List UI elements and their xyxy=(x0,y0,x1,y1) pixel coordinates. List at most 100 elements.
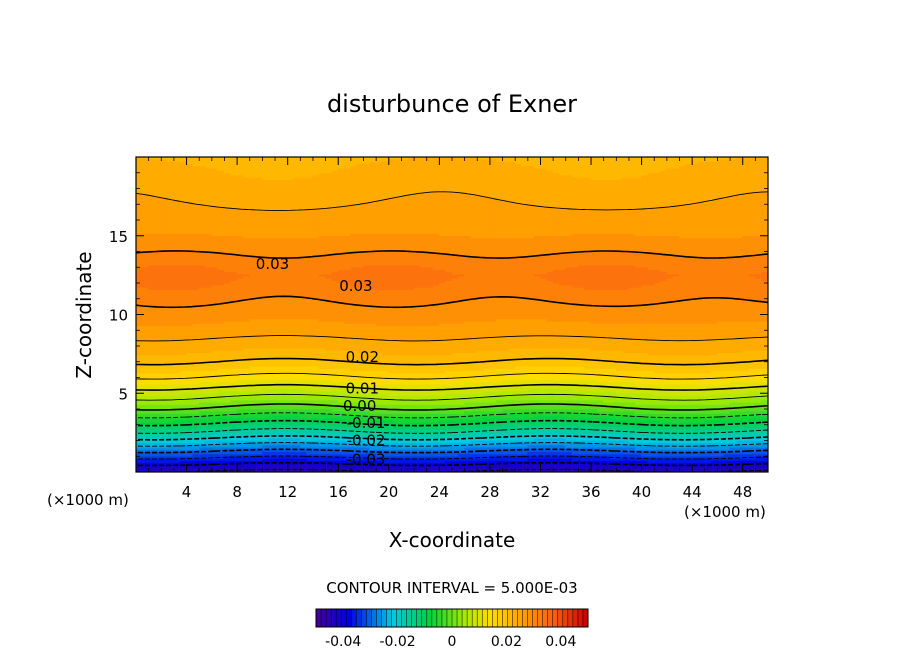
contour-cell xyxy=(179,217,187,221)
contour-cell xyxy=(255,440,263,444)
contour-cell xyxy=(154,383,162,387)
contour-cell xyxy=(205,190,213,194)
contour-cell xyxy=(179,188,187,192)
contour-cell xyxy=(205,318,213,322)
contour-cell xyxy=(217,264,225,268)
contour-cell xyxy=(249,233,257,237)
contour-cell xyxy=(148,208,156,212)
contour-cell xyxy=(230,332,238,336)
contour-cell xyxy=(192,255,200,259)
contour-cell xyxy=(148,449,156,453)
contour-cell xyxy=(173,197,181,201)
contour-cell xyxy=(154,381,162,385)
contour-cell xyxy=(255,377,263,381)
contour-cell xyxy=(211,167,219,171)
contour-cell xyxy=(249,440,257,444)
contour-cell xyxy=(179,368,187,372)
contour-cell xyxy=(136,325,143,329)
contour-cell xyxy=(205,343,213,347)
contour-cell xyxy=(148,228,156,232)
contour-cell xyxy=(262,278,270,282)
contour-cell xyxy=(136,399,143,403)
contour-cell xyxy=(255,257,263,261)
contour-cell xyxy=(262,437,270,441)
contour-cell xyxy=(205,345,213,349)
contour-cell xyxy=(211,363,219,367)
contour-cell xyxy=(217,329,225,333)
contour-cell xyxy=(167,255,175,259)
contour-cell xyxy=(167,192,175,196)
contour-cell xyxy=(255,280,263,284)
contour-cell xyxy=(224,458,232,462)
contour-cell xyxy=(217,435,225,439)
contour-cell xyxy=(148,345,156,349)
contour-cell xyxy=(217,183,225,187)
contour-cell xyxy=(211,413,219,417)
contour-cell xyxy=(148,190,156,194)
contour-cell xyxy=(167,266,175,270)
contour-cell xyxy=(255,323,263,327)
contour-cell xyxy=(160,392,168,396)
contour-cell xyxy=(262,460,270,464)
contour-cell xyxy=(205,455,213,459)
contour-cell xyxy=(148,287,156,291)
contour-cell xyxy=(136,289,143,293)
contour-cell xyxy=(205,197,213,201)
contour-cell xyxy=(205,451,213,455)
contour-cell xyxy=(160,451,168,455)
contour-cell xyxy=(211,174,219,178)
contour-cell xyxy=(236,327,244,331)
contour-cell xyxy=(192,350,200,354)
contour-cell xyxy=(236,260,244,264)
contour-cell xyxy=(230,248,238,252)
contour-cell xyxy=(217,246,225,250)
contour-cell xyxy=(160,210,168,214)
contour-cell xyxy=(179,293,187,297)
contour-cell xyxy=(205,221,213,225)
contour-cell xyxy=(236,206,244,210)
contour-cell xyxy=(205,395,213,399)
contour-cell xyxy=(148,157,156,160)
contour-cell xyxy=(136,307,143,311)
contour-cell xyxy=(243,386,251,390)
contour-cell xyxy=(224,230,232,234)
contour-cell xyxy=(173,280,181,284)
contour-cell xyxy=(186,244,194,248)
contour-cell xyxy=(205,273,213,277)
contour-cell xyxy=(211,235,219,239)
contour-cell xyxy=(262,467,270,471)
contour-cell xyxy=(243,179,251,183)
contour-cell xyxy=(142,401,149,405)
contour-cell xyxy=(230,291,238,295)
contour-cell xyxy=(243,174,251,178)
contour-cell xyxy=(211,203,219,207)
contour-cell xyxy=(236,453,244,457)
contour-cell xyxy=(230,424,238,428)
contour-cell xyxy=(211,158,219,162)
contour-cell xyxy=(173,291,181,295)
contour-cell xyxy=(154,190,162,194)
contour-cell xyxy=(167,361,175,365)
contour-cell xyxy=(243,260,251,264)
contour-cell xyxy=(154,206,162,210)
contour-cell xyxy=(136,212,143,216)
contour-cell xyxy=(154,242,162,246)
contour-cell xyxy=(198,383,206,387)
contour-cell xyxy=(249,275,257,279)
contour-cell xyxy=(249,183,257,187)
contour-cell xyxy=(142,300,149,304)
contour-cell xyxy=(186,442,194,446)
contour-cell xyxy=(167,230,175,234)
contour-cell xyxy=(179,311,187,315)
contour-cell xyxy=(198,242,206,246)
contour-cell xyxy=(167,235,175,239)
contour-cell xyxy=(154,233,162,237)
contour-cell xyxy=(249,179,257,183)
contour-cell xyxy=(249,361,257,365)
contour-cell xyxy=(186,426,194,430)
contour-cell xyxy=(192,300,200,304)
contour-cell xyxy=(142,354,149,358)
contour-cell xyxy=(160,386,168,390)
contour-cell xyxy=(224,453,232,457)
contour-cell xyxy=(255,291,263,295)
